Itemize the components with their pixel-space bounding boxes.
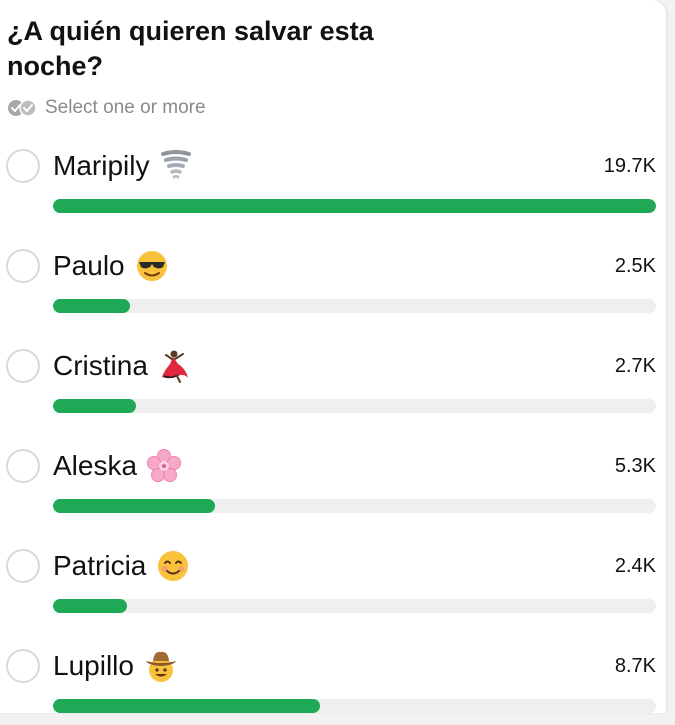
option-label: Paulo xyxy=(53,250,125,281)
poll-hint: Select one or more xyxy=(7,96,206,120)
poll-option-paulo[interactable]: Paulo 2.5K xyxy=(0,245,666,325)
option-progress-track xyxy=(53,499,656,513)
flamenco-dancer-icon xyxy=(161,350,188,383)
option-label: Cristina xyxy=(53,350,148,381)
option-progress-fill xyxy=(53,599,127,613)
option-label-row: Maripily xyxy=(53,145,193,187)
option-radio[interactable] xyxy=(6,649,40,683)
option-label: Lupillo xyxy=(53,650,134,681)
sunglasses-face-icon xyxy=(136,251,167,281)
option-vote-count: 2.7K xyxy=(614,355,656,377)
poll-option-lupillo[interactable]: Lupillo 8.7K xyxy=(0,645,666,725)
tornado-icon xyxy=(161,150,192,179)
option-label-row: Patricia xyxy=(53,545,190,587)
option-label: Maripily xyxy=(53,150,150,181)
option-progress-track xyxy=(53,399,656,413)
option-progress-track xyxy=(53,699,656,713)
poll-option-patricia[interactable]: Patricia 2.4K xyxy=(0,545,666,625)
option-label-row: Cristina xyxy=(53,345,192,387)
option-vote-count: 19.7K xyxy=(603,155,656,177)
option-radio[interactable] xyxy=(6,249,40,283)
option-vote-count: 5.3K xyxy=(614,455,656,477)
option-label-row: Aleska xyxy=(53,445,182,487)
cherry-blossom-icon xyxy=(147,449,182,482)
option-progress-fill xyxy=(53,399,136,413)
option-label-row: Paulo xyxy=(53,245,169,287)
option-label: Patricia xyxy=(53,550,147,581)
option-progress-track xyxy=(53,299,656,313)
poll-question: ¿A quién quieren salvar esta noche? xyxy=(7,16,374,81)
option-radio[interactable] xyxy=(6,549,40,583)
double-check-icon xyxy=(8,99,37,117)
option-radio[interactable] xyxy=(6,449,40,483)
option-progress-fill xyxy=(53,199,656,213)
option-progress-fill xyxy=(53,699,320,713)
option-label: Aleska xyxy=(53,450,138,481)
poll-option-cristina[interactable]: Cristina 2.7K xyxy=(0,345,666,425)
option-progress-fill xyxy=(53,499,216,513)
option-vote-count: 2.5K xyxy=(614,255,656,277)
option-label-row: Lupillo xyxy=(53,645,178,687)
poll-option-maripily[interactable]: Maripily 19.7K xyxy=(0,145,666,225)
poll-option-aleska[interactable]: Aleska 5.3K xyxy=(0,445,666,525)
option-progress-track xyxy=(53,199,656,213)
option-vote-count: 8.7K xyxy=(614,655,656,677)
option-radio[interactable] xyxy=(6,149,40,183)
option-progress-fill xyxy=(53,299,130,313)
option-progress-track xyxy=(53,599,656,613)
smiling-face-icon xyxy=(158,551,189,581)
poll-hint-text: Select one or more xyxy=(45,97,206,118)
poll-card: ¿A quién quieren salvar esta noche? Sele… xyxy=(0,0,666,713)
cowboy-face-icon xyxy=(145,651,176,682)
option-radio[interactable] xyxy=(6,349,40,383)
option-vote-count: 2.4K xyxy=(614,555,656,577)
